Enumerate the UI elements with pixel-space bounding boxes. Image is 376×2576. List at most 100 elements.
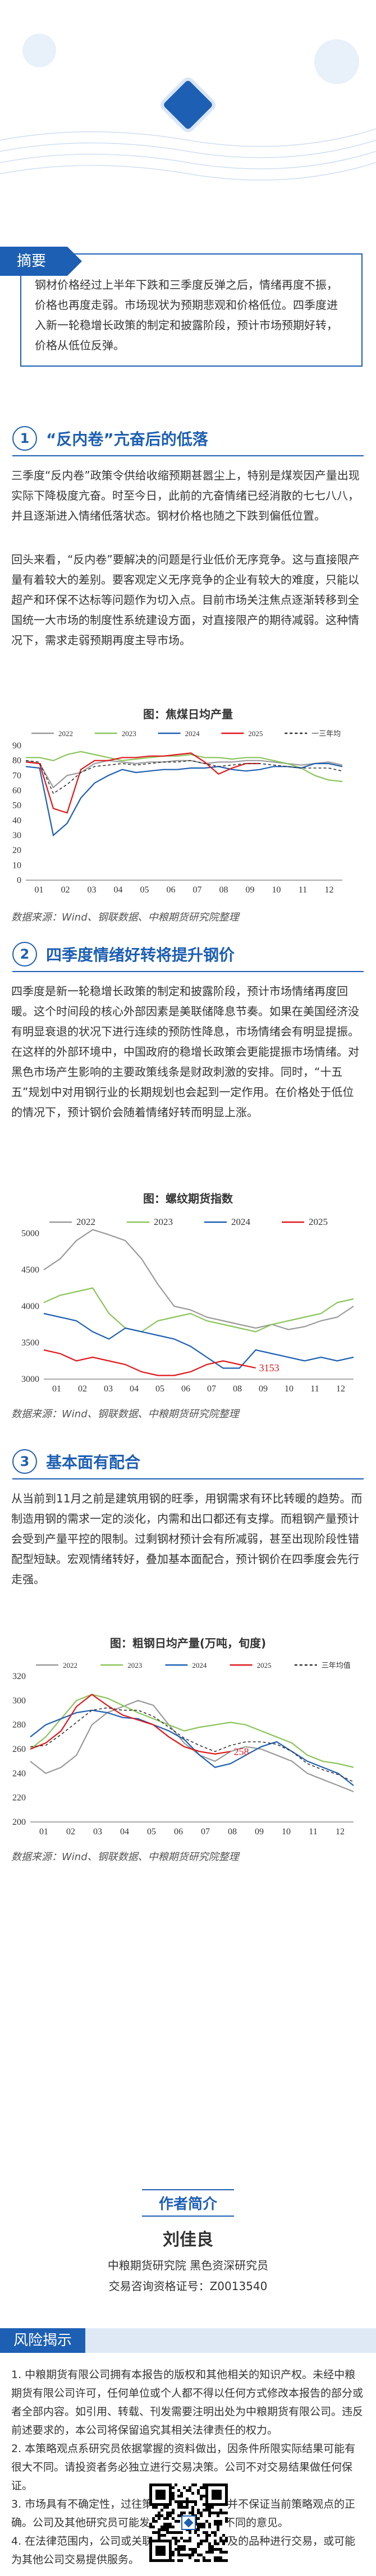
section-3-paragraph-1: 从当前到11月之前是建筑用钢的旺季，用钢需求有环比转暖的趋势。而制造用钢的需求一…: [11, 1492, 363, 1586]
section-1-header: 1 “反内卷”亢奋后的低落: [12, 426, 208, 451]
x-tick-label: 10: [282, 1827, 291, 1837]
legend-label: 2022: [63, 1661, 77, 1669]
y-tick-label: 60: [12, 786, 21, 796]
section-1-paragraph-2: 回头来看，“反内卷”要解决的问题是行业低价无序竞争。这与直接限产量有着较大的差别…: [11, 553, 360, 647]
y-tick-label: 220: [12, 1793, 26, 1803]
author-heading: 作者简介: [0, 2189, 376, 2217]
crude-steel-output-chart: 200 220 240 260 280 300 320 01 02 03 04 05 06 07 08 09 1…: [12, 1661, 354, 1837]
rebar-futures-index-chart: 3000 3500 4000 4500 5000 01 02 03 04 05 06 07 08 09 10…: [21, 1217, 354, 1394]
x-tick-label: 07: [207, 1384, 216, 1394]
legend-label: 2023: [127, 1661, 142, 1669]
section-1-title: “反内卷”亢奋后的低落: [46, 430, 208, 448]
section-2-title: 四季度情绪好转将提升钢价: [46, 946, 235, 964]
y-tick-label: 90: [12, 741, 21, 751]
x-tick-label: 09: [255, 1827, 264, 1837]
section-3-divider: [12, 1478, 364, 1479]
y-tick-label: 3500: [21, 1338, 39, 1348]
y-tick-label: 40: [12, 816, 21, 825]
author-name: 刘佳良: [163, 2230, 213, 2250]
annotation-label: 258: [234, 1746, 249, 1757]
series-line-2025: [25, 752, 260, 814]
author-role: 中粮期货研究院 黑色资深研究员: [107, 2259, 269, 2272]
series-line-2023: [26, 751, 343, 783]
section-2-number: 2: [12, 942, 37, 966]
x-tick-label: 11: [299, 885, 307, 895]
figure-1-title: 图：焦煤日均产量: [143, 707, 233, 721]
legend-label: 2024: [185, 729, 200, 738]
series-line-三年均值: [30, 1707, 354, 1783]
x-tick-label: 04: [130, 1384, 139, 1394]
summary-box: 钢材价格经过上半年下跌和三季度反弹之后，情绪再度不振，价格也再度走弱。市场现状为…: [20, 253, 363, 367]
y-tick-label: 300: [12, 1696, 26, 1705]
x-tick-label: 02: [78, 1384, 87, 1394]
x-tick-label: 01: [52, 1384, 61, 1394]
y-tick-label: 20: [12, 846, 21, 855]
series-line-2024: [43, 1312, 354, 1369]
x-tick-label: 12: [336, 1827, 345, 1837]
legend-label: 2022: [76, 1217, 95, 1227]
summary-label: 摘要: [0, 247, 82, 276]
section-3-title: 基本面有配合: [46, 1453, 141, 1472]
legend-label: 三年均值: [322, 1661, 351, 1669]
section-2-header: 2 四季度情绪好转将提升钢价: [12, 942, 235, 966]
figure-3-source: 数据来源：Wind、钢联数据、中粮期货研究院整理: [11, 1851, 239, 1863]
figure-2-source: 数据来源：Wind、钢联数据、中粮期货研究院整理: [11, 1408, 239, 1420]
y-tick-label: 320: [12, 1672, 26, 1681]
x-tick-label: 11: [310, 1384, 319, 1394]
author-heading-text: 作者简介: [141, 2189, 234, 2217]
x-tick-label: 03: [93, 1827, 102, 1837]
legend-label: 2024: [231, 1217, 251, 1227]
x-tick-label: 03: [104, 1384, 113, 1394]
legend-label: 2025: [248, 729, 263, 738]
y-tick-label: 4500: [21, 1265, 39, 1275]
x-tick-label: 05: [147, 1827, 156, 1837]
coking-coal-output-chart: 0 10 20 30 40 50 60 70 80 90 01 02 03 04 05 06 07 08 09 10 1…: [12, 729, 343, 895]
y-tick-label: 5000: [21, 1229, 39, 1238]
y-tick-label: 50: [12, 801, 21, 811]
x-tick-label: 05: [155, 1384, 164, 1394]
x-tick-label: 12: [325, 885, 334, 895]
x-tick-label: 03: [88, 885, 97, 895]
author-license: 交易咨询资格证号：Z0013540: [108, 2279, 268, 2293]
legend-label: 2025: [257, 1661, 272, 1669]
legend-label: 2022: [58, 729, 73, 738]
risk-label: 风险揭示: [0, 2328, 86, 2353]
x-tick-label: 07: [201, 1827, 210, 1837]
x-tick-label: 01: [35, 885, 44, 895]
section-2-paragraph-1: 四季度是新一轮稳增长政策的制定和披露阶段，预计市场情绪再度回暖。这个时间段的核心…: [11, 984, 359, 1119]
series-line-2022: [25, 760, 343, 789]
y-tick-label: 30: [12, 831, 21, 840]
figure-2-title: 图：螺纹期货指数: [143, 1192, 233, 1205]
x-tick-label: 07: [193, 885, 202, 895]
series-line-2022: [43, 1229, 354, 1330]
x-tick-label: 12: [336, 1384, 345, 1394]
x-tick-label: 09: [259, 1384, 268, 1394]
qr-code-icon: [149, 2483, 228, 2562]
figure-1-source: 数据来源：Wind、钢联数据、中粮期货研究院整理: [11, 912, 239, 923]
section-2-divider: [12, 971, 364, 972]
x-tick-label: 08: [233, 1384, 242, 1394]
legend-label: 2023: [122, 729, 136, 738]
header-decoration: [0, 34, 376, 181]
x-tick-label: 06: [181, 1384, 190, 1394]
series-line-2025: [43, 1349, 256, 1376]
x-tick-label: 06: [167, 885, 176, 895]
y-tick-label: 280: [12, 1721, 26, 1730]
series-line-2025: [30, 1694, 231, 1755]
figure-3-title: 图：粗钢日均产量(万吨，旬度): [109, 1636, 267, 1650]
x-tick-label: 02: [61, 885, 70, 895]
x-tick-label: 04: [120, 1827, 129, 1837]
y-tick-label: 4000: [21, 1302, 39, 1311]
x-tick-label: 02: [66, 1827, 75, 1837]
x-tick-label: 04: [114, 885, 123, 895]
y-tick-label: 200: [12, 1817, 26, 1827]
x-tick-label: 01: [39, 1827, 48, 1837]
y-tick-label: 0: [17, 876, 21, 885]
y-tick-label: 260: [12, 1745, 26, 1754]
series-line-2023: [43, 1287, 354, 1333]
y-tick-label: 70: [12, 771, 21, 780]
series-line-2023: [30, 1694, 354, 1768]
x-tick-label: 08: [228, 1827, 237, 1837]
series-line-一三年均: [25, 760, 343, 794]
annotation-label: 3153: [259, 1362, 279, 1373]
